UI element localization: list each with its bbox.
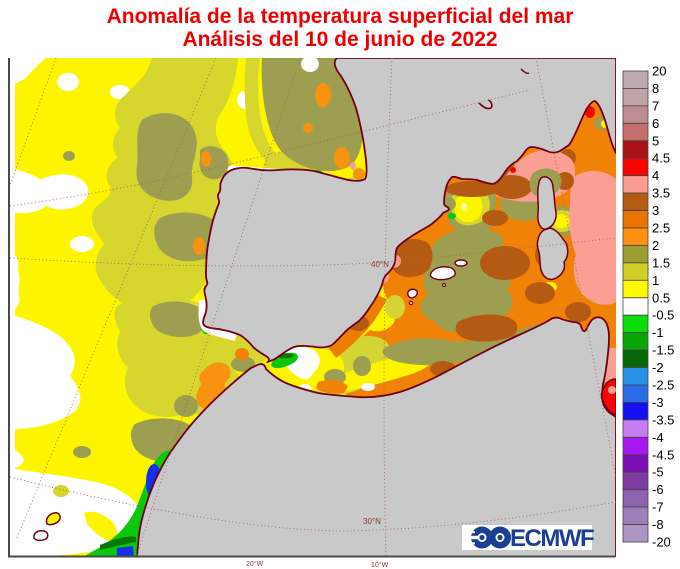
svg-text:20: 20 — [652, 64, 666, 79]
svg-text:5: 5 — [652, 133, 659, 148]
svg-text:ECMWF: ECMWF — [510, 525, 594, 552]
svg-text:1: 1 — [652, 273, 659, 288]
svg-text:-8: -8 — [652, 517, 664, 532]
svg-text:-2.5: -2.5 — [652, 378, 674, 393]
svg-text:-5: -5 — [652, 465, 664, 480]
svg-text:-7: -7 — [652, 500, 664, 515]
svg-text:10°W: 10°W — [371, 561, 389, 569]
svg-text:2.5: 2.5 — [652, 221, 670, 236]
svg-text:-4.5: -4.5 — [652, 447, 674, 462]
svg-text:-3: -3 — [652, 395, 664, 410]
svg-text:6: 6 — [652, 116, 659, 131]
svg-text:-20: -20 — [652, 535, 671, 550]
svg-text:4: 4 — [652, 168, 659, 183]
svg-text:1.5: 1.5 — [652, 255, 670, 270]
svg-text:-1.5: -1.5 — [652, 343, 674, 358]
svg-text:2: 2 — [652, 238, 659, 253]
svg-text:4.5: 4.5 — [652, 151, 670, 166]
svg-text:20°W: 20°W — [246, 560, 264, 568]
svg-text:30°N: 30°N — [363, 517, 381, 526]
svg-text:3: 3 — [652, 203, 659, 218]
svg-text:0.5: 0.5 — [652, 290, 670, 305]
svg-text:-6: -6 — [652, 482, 664, 497]
svg-text:-4: -4 — [652, 430, 664, 445]
svg-text:40°N: 40°N — [371, 260, 389, 269]
svg-text:-2: -2 — [652, 360, 664, 375]
svg-text:-1: -1 — [652, 325, 664, 340]
svg-text:7: 7 — [652, 98, 659, 113]
svg-text:-3.5: -3.5 — [652, 412, 674, 427]
svg-text:8: 8 — [652, 81, 659, 96]
svg-text:3.5: 3.5 — [652, 186, 670, 201]
svg-text:-0.5: -0.5 — [652, 308, 674, 323]
